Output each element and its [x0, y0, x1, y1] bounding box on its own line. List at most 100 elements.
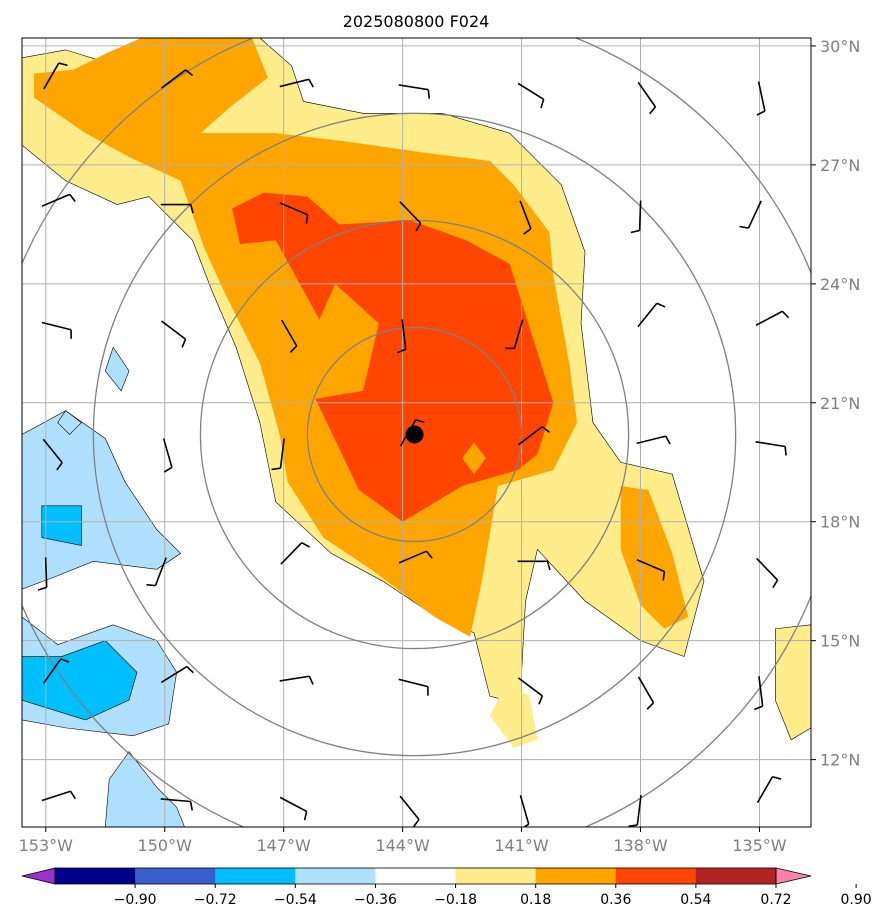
negative-anomaly-region-6 [57, 410, 82, 435]
x-tick-label: 141°W [494, 836, 549, 855]
wind-barb-staff [637, 81, 657, 108]
wind-barb [279, 675, 314, 685]
wind-barb-staff [517, 426, 543, 446]
y-tick-label: 27°N [820, 156, 860, 175]
colorbar-segment [375, 868, 457, 884]
wind-barb-flag [772, 579, 779, 589]
colorbar-segment [295, 868, 376, 884]
anomaly-region-3 [232, 192, 554, 522]
wind-barb-flag [56, 462, 63, 471]
wind-barb [280, 319, 298, 353]
wind-barb-staff [636, 559, 665, 573]
anomaly-region-south [489, 684, 538, 748]
range-ring [92, 112, 737, 757]
wind-barb [162, 438, 173, 473]
wind-barb [636, 559, 666, 581]
wind-barb [398, 678, 429, 696]
wind-barb-flag [662, 571, 666, 581]
wind-barb [41, 321, 72, 339]
wind-barb [637, 81, 657, 115]
wind-barb-staff [747, 200, 762, 229]
wind-barb-flag [60, 658, 70, 663]
wind-barb-staff [637, 302, 658, 328]
wind-barb [755, 440, 787, 456]
colorbar-label: −0.54 [274, 892, 317, 908]
gridlines [22, 38, 811, 827]
colorbar-segment [55, 868, 136, 884]
wind-barb-flag [540, 99, 545, 109]
colorbar-label: 0.18 [520, 892, 551, 908]
wind-barb [279, 202, 309, 224]
wind-barb [398, 84, 431, 99]
wind-barb-staff [279, 675, 310, 682]
y-tick-label: 24°N [820, 275, 860, 294]
range-ring [306, 326, 523, 543]
wind-barb-flag [546, 561, 551, 571]
colorbar-label: −0.90 [114, 892, 157, 908]
colorbar-label: 0.54 [680, 892, 711, 908]
wind-barb-staff [755, 310, 783, 327]
colorbar-segment [455, 868, 537, 884]
wind-barb [279, 796, 308, 821]
wind-barb-flag [163, 466, 173, 473]
wind-barb-flag [523, 228, 532, 235]
anomaly-region-inner [462, 442, 486, 475]
wind-barb-flag [413, 818, 420, 827]
wind-barb-staff [162, 438, 173, 468]
y-axis-ticks: 30°N 27°N 24°N 21°N 18°N 15°N 12°N [811, 37, 860, 770]
wind-barb-flag [772, 775, 782, 780]
wind-barb-staff [161, 320, 186, 340]
wind-barb-staff [44, 557, 48, 588]
wind-barb-staff [161, 69, 186, 89]
wind-barb [280, 541, 310, 565]
wind-barb-staff [41, 790, 71, 802]
negative-anomaly-region-5 [104, 346, 130, 392]
y-tick-label: 21°N [820, 394, 860, 413]
wind-barb-flag [305, 214, 309, 224]
wind-barb-staff [42, 658, 62, 685]
colorbar-label: −0.72 [194, 892, 237, 908]
wind-barb [399, 795, 420, 827]
wind-barb [756, 81, 766, 116]
wind-barb-staff [755, 440, 786, 448]
x-tick-label: 147°W [256, 836, 311, 855]
anomaly-region-east [775, 624, 811, 741]
x-tick-label: 150°W [138, 836, 193, 855]
wind-barb-flag [289, 345, 298, 353]
colorbar-segment [535, 868, 617, 884]
wind-barb [756, 775, 782, 804]
wind-barb-staff [636, 795, 642, 826]
wind-barb [146, 557, 167, 587]
wind-barb-staff [398, 84, 429, 91]
wind-barb-flag [756, 110, 766, 116]
wind-barb-flag [69, 193, 76, 202]
wind-barb-staff [519, 200, 532, 230]
wind-barb [637, 302, 666, 328]
wind-barb [42, 658, 70, 685]
wind-barb-staff [280, 319, 298, 347]
colorbar-label: −0.36 [354, 892, 397, 908]
wind-barb-staff [279, 438, 285, 469]
wind-barb [519, 200, 532, 235]
wind-barb-flag [656, 302, 666, 308]
colorbar-label: 0.90 [841, 892, 872, 908]
wind-barb-staff [517, 677, 543, 697]
y-tick-label: 12°N [820, 751, 860, 770]
wind-barb-staff [398, 678, 429, 688]
wind-barb-staff [280, 542, 303, 565]
wind-barb-staff [401, 319, 407, 350]
colorbar-segment [615, 868, 697, 884]
range-ring [199, 219, 630, 650]
chart-title: 2025080800 F024 [343, 12, 490, 31]
wind-barb [37, 557, 48, 591]
wind-barb-staff [756, 776, 774, 804]
wind-barb [160, 665, 194, 684]
wind-barb [637, 676, 655, 710]
wind-barb-flag [415, 222, 422, 232]
positive-anomaly-fills [22, 38, 811, 748]
y-tick-label: 15°N [820, 632, 860, 651]
wind-barb-staff [41, 321, 72, 331]
wind-barb-staff [636, 435, 666, 445]
wind-barb-flag [646, 702, 655, 710]
